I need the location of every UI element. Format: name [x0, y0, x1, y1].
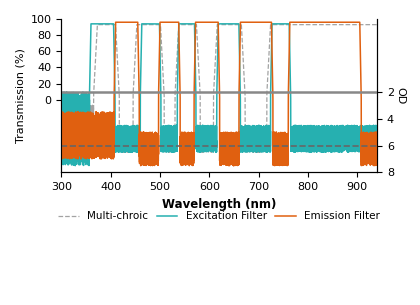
Multi-chroic — [225, 23, 230, 27]
Legend: Multi-chroic, Excitation Filter, Emission Filter: Multi-chroic, Excitation Filter, Emissio… — [54, 207, 384, 225]
Multi-chroic — [220, 23, 226, 27]
Multi-chroic — [375, 23, 380, 27]
Emission Filter — [375, 145, 380, 148]
Line: Multi-chroic: Multi-chroic — [61, 25, 377, 152]
Emission Filter — [251, 20, 256, 24]
Emission Filter — [75, 119, 80, 122]
Multi-chroic — [95, 23, 100, 27]
Excitation Filter — [375, 124, 380, 127]
Excitation Filter — [88, 22, 93, 26]
Excitation Filter — [220, 22, 226, 26]
Excitation Filter — [59, 117, 64, 121]
Excitation Filter — [73, 164, 78, 167]
Emission Filter — [140, 142, 145, 145]
Multi-chroic — [140, 23, 145, 27]
Emission Filter — [59, 140, 64, 143]
Line: Emission Filter: Emission Filter — [61, 22, 377, 166]
Emission Filter — [105, 116, 110, 120]
Emission Filter — [187, 164, 192, 167]
Excitation Filter — [225, 22, 230, 26]
Excitation Filter — [141, 22, 146, 26]
Emission Filter — [113, 20, 118, 24]
Line: Excitation Filter: Excitation Filter — [61, 24, 377, 166]
Multi-chroic — [59, 129, 64, 133]
Excitation Filter — [106, 22, 111, 26]
Excitation Filter — [251, 127, 256, 130]
Multi-chroic — [105, 23, 110, 27]
Y-axis label: OD: OD — [395, 87, 405, 104]
Multi-chroic — [251, 140, 256, 144]
X-axis label: Wavelength (nm): Wavelength (nm) — [162, 198, 276, 211]
Emission Filter — [220, 131, 226, 135]
Excitation Filter — [75, 128, 80, 131]
Multi-chroic — [75, 118, 80, 122]
Multi-chroic — [209, 150, 214, 154]
Emission Filter — [225, 153, 230, 156]
Y-axis label: Transmission (%): Transmission (%) — [15, 48, 25, 143]
